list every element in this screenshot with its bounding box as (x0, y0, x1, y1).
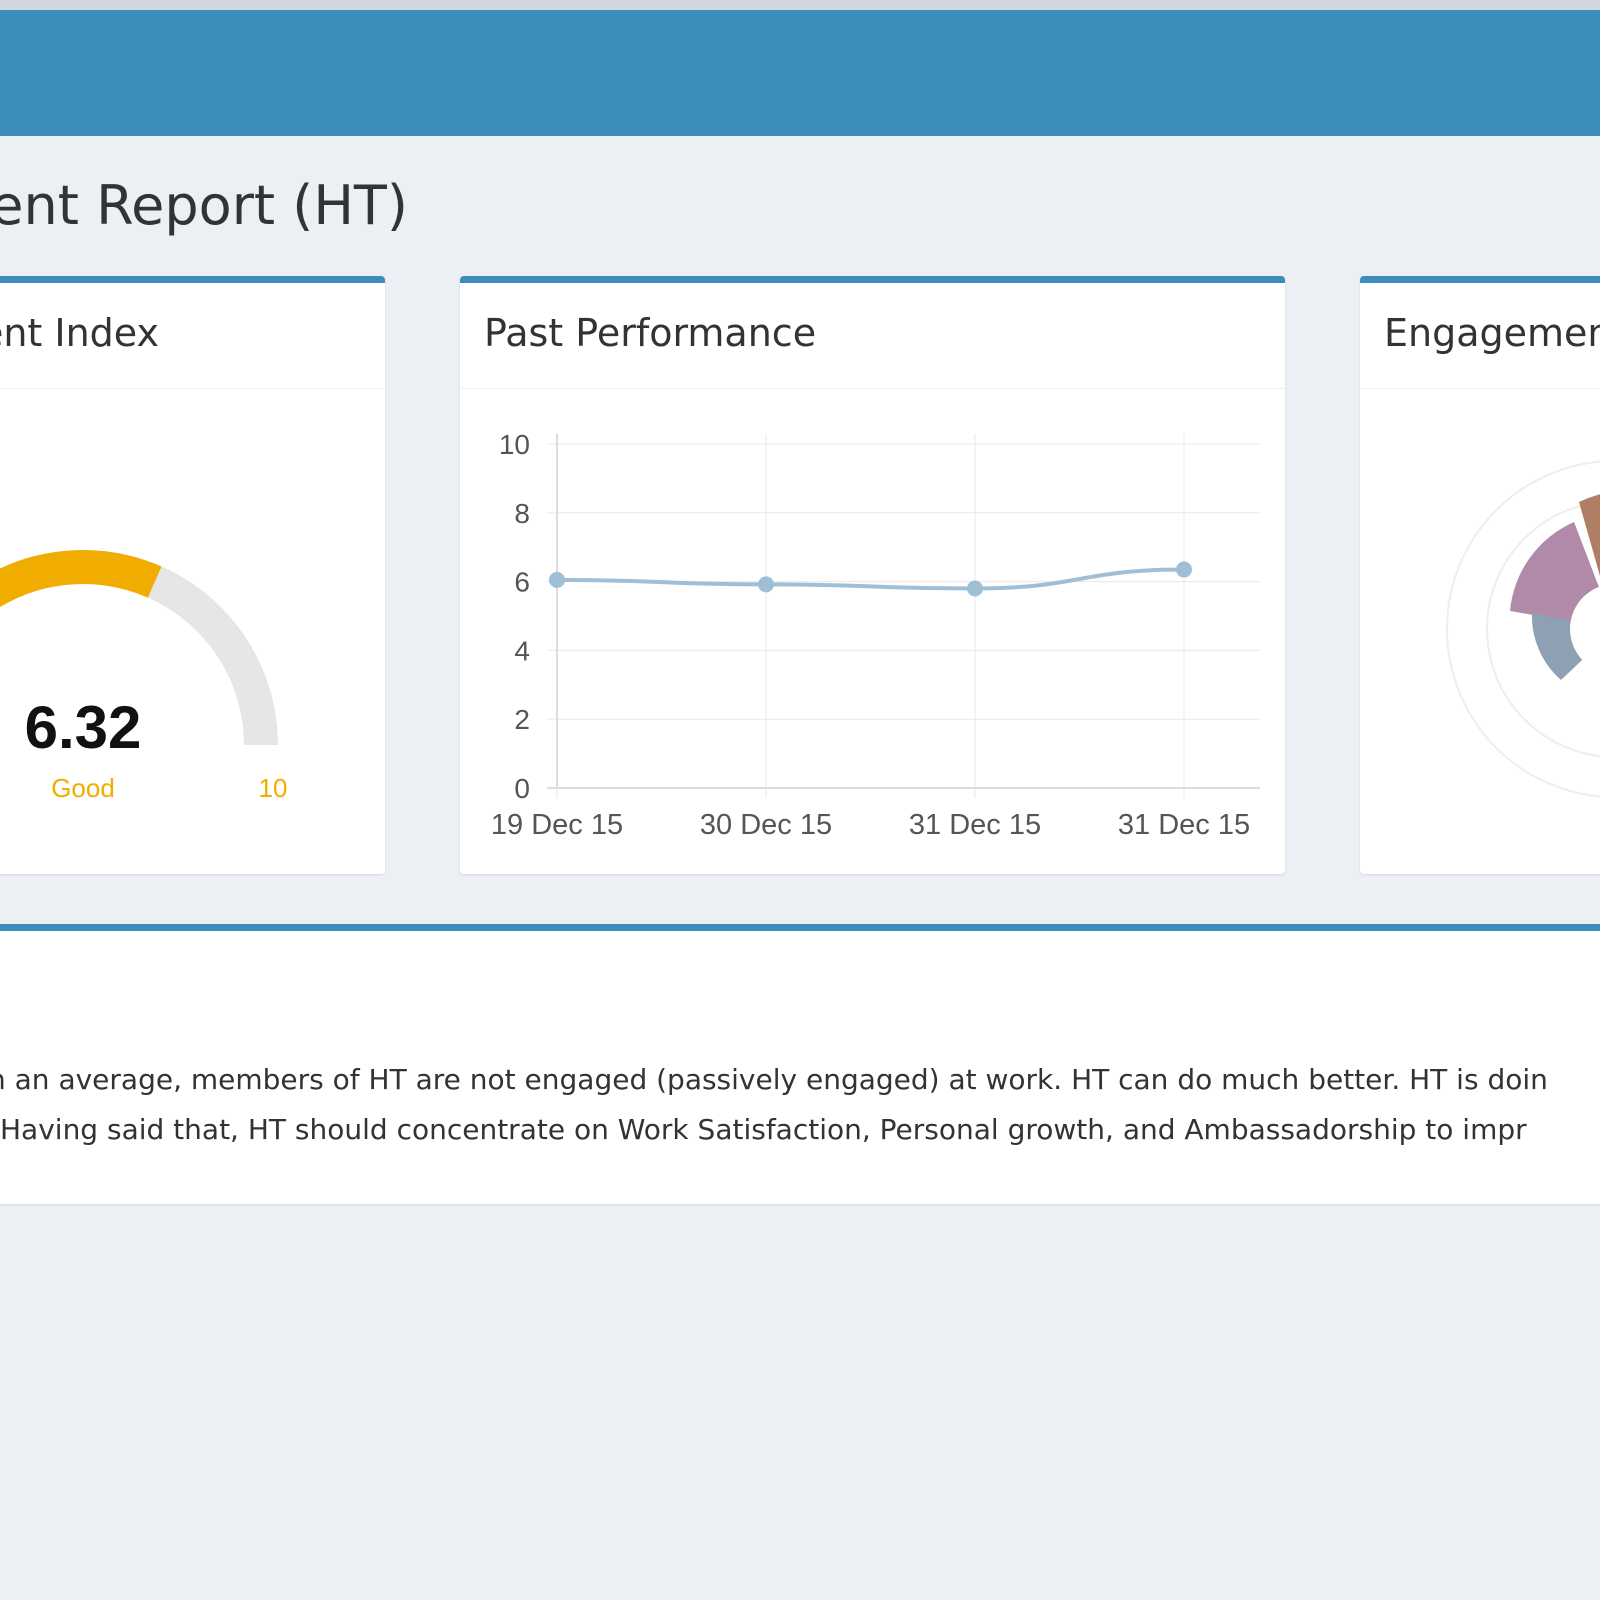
engagement-radar-title: Engagemen (1384, 311, 1600, 355)
data-point (549, 571, 565, 588)
data-point (1176, 561, 1192, 578)
x-tick-label: 19 Dec 15 (491, 809, 623, 841)
gauge-track (147, 566, 278, 746)
engagement-index-header: ent Index (0, 283, 385, 389)
past-performance-header: Past Performance (460, 283, 1285, 389)
gauge-max-label: 10 (259, 773, 288, 803)
page-title-text: nent Report (HT) (0, 174, 408, 237)
y-tick-label: 4 (514, 635, 530, 666)
radar-inner-ring (1486, 500, 1600, 758)
radar-center-mask (1570, 586, 1600, 672)
series-line (556, 567, 1185, 591)
data-point (758, 576, 774, 593)
radar-segment-brown (1579, 494, 1600, 577)
radar-outer-ring (1446, 460, 1600, 798)
gauge-rating: Good (51, 773, 115, 803)
engagement-radar-header: Engagemen (1360, 283, 1600, 389)
y-tick-label: 8 (514, 498, 530, 529)
past-performance-title: Past Performance (484, 311, 817, 355)
engagement-radar-chart (1446, 460, 1600, 798)
engagement-index-box: ent Index 6.32 Good 10 (0, 276, 385, 874)
engagement-index-title: ent Index (0, 311, 159, 355)
past-performance-box: Past Performance 0 2 4 6 8 10 19 Dec 15 30 Dec … (460, 276, 1285, 874)
summary-line-2-text: Having said that, HT should concentrate … (0, 1113, 1527, 1146)
y-tick-label: 10 (499, 429, 530, 460)
summary-line-1-text: n an average, members of HT are not enga… (0, 1063, 1548, 1096)
page-title: nent Report (HT) (0, 170, 1600, 240)
summary-box: n an average, members of HT are not enga… (0, 924, 1600, 1204)
data-point (967, 580, 983, 597)
x-tick-label: 31 Dec 15 (909, 809, 1041, 841)
past-performance-chart: 0 2 4 6 8 10 19 Dec 15 30 Dec 15 31 Dec 15 31 Dec… (491, 429, 1260, 841)
gauge-value: 6.32 (25, 694, 142, 761)
radar-segment-purple (1510, 522, 1600, 627)
y-tick-label: 2 (514, 704, 530, 735)
engagement-radar-box: Engagemen (1360, 276, 1600, 874)
browser-chrome-strip (0, 0, 1600, 10)
y-tick-label: 6 (514, 567, 530, 598)
top-navbar (0, 10, 1600, 136)
x-tick-label: 30 Dec 15 (700, 809, 832, 841)
gauge-chart: 6.32 Good 10 (0, 550, 288, 803)
y-tick-label: 0 (514, 773, 530, 804)
gauge-fill (0, 550, 162, 608)
x-tick-label: 31 Dec 15 (1118, 809, 1250, 841)
